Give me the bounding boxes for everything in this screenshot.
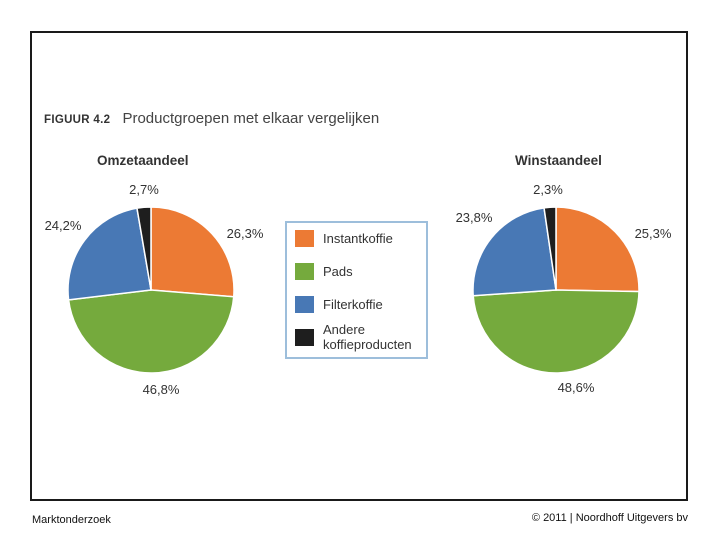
legend-label: Filterkoffie bbox=[323, 297, 383, 312]
data-label-other: 2,7% bbox=[129, 182, 159, 197]
legend-swatch-other bbox=[295, 328, 314, 346]
legend-item-filter: Filterkoffie bbox=[295, 296, 428, 313]
data-label-other: 2,3% bbox=[533, 182, 563, 197]
legend-swatch-pads bbox=[295, 263, 314, 280]
legend-item-other: Andere koffieproducten bbox=[295, 322, 428, 352]
legend-label: Andere koffieproducten bbox=[323, 322, 412, 352]
data-label-filter: 24,2% bbox=[45, 218, 82, 233]
pie-slice-instant bbox=[150, 206, 235, 298]
legend-label: Pads bbox=[323, 264, 353, 279]
pie-slice-pads bbox=[472, 289, 640, 374]
pie-slice-pads bbox=[67, 289, 235, 374]
data-label-instant: 25,3% bbox=[635, 226, 672, 241]
footer-right: © 2011 | Noordhoff Uitgevers bv bbox=[531, 512, 688, 524]
pie-slice-instant bbox=[555, 206, 640, 293]
data-label-pads: 46,8% bbox=[143, 382, 180, 397]
legend-swatch-filter bbox=[295, 296, 314, 313]
legend-item-pads: Pads bbox=[295, 263, 428, 280]
pie-slice-filter bbox=[67, 207, 152, 301]
figure-title: FIGUUR 4.2 Productgroepen met elkaar ver… bbox=[44, 110, 379, 127]
data-label-filter: 23,8% bbox=[456, 210, 493, 225]
chart-legend: Instantkoffie Pads Filterkoffie Andere k… bbox=[285, 221, 428, 359]
data-label-pads: 48,6% bbox=[558, 380, 595, 395]
pie-slice-other bbox=[136, 206, 152, 291]
legend-label: Instantkoffie bbox=[323, 231, 393, 246]
figure-number: FIGUUR 4.2 bbox=[44, 114, 111, 126]
legend-item-instant: Instantkoffie bbox=[295, 230, 428, 247]
chart-title-winst: Winstaandeel bbox=[515, 153, 602, 168]
data-label-instant: 26,3% bbox=[227, 226, 264, 241]
pie-slice-other bbox=[543, 206, 557, 291]
pie-slice-filter bbox=[472, 207, 557, 297]
figure-title-text: Productgroepen met elkaar vergelijken bbox=[122, 110, 380, 127]
legend-swatch-instant bbox=[295, 230, 314, 247]
footer-left: Marktonderzoek bbox=[32, 514, 111, 526]
chart-title-omzet: Omzetaandeel bbox=[97, 153, 189, 168]
